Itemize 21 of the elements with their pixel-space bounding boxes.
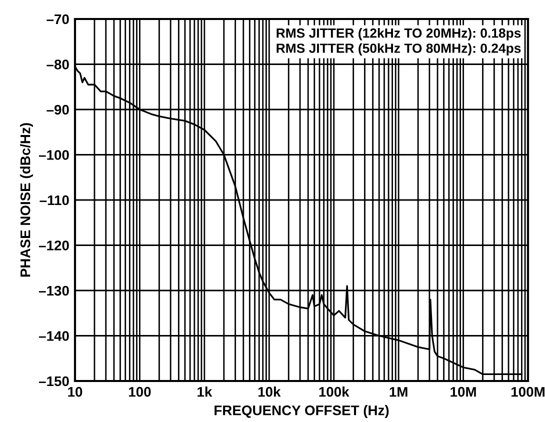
x-tick-label: 10M	[450, 386, 476, 397]
y-tick-label: –70	[46, 14, 69, 24]
y-tick-label: –110	[40, 195, 69, 206]
y-tick-label: –90	[46, 104, 69, 115]
x-axis-title: FREQUENCY OFFSET (Hz)	[214, 405, 389, 418]
x-tick-label: 1k	[198, 386, 212, 397]
y-tick-label: –80	[46, 60, 69, 70]
x-tick-label: 100M	[512, 386, 544, 397]
y-tick-label: –100	[38, 150, 69, 160]
y-tick-label: –150	[38, 376, 69, 386]
y-axis-title: PHASE NOISE (dBc/Hz)	[20, 123, 33, 277]
x-tick-label: 1M	[390, 387, 408, 397]
x-tick-label: 100	[129, 386, 151, 397]
x-tick-label: 10	[68, 386, 82, 397]
y-tick-label: –130	[38, 286, 69, 296]
x-tick-label: 100k	[319, 386, 350, 397]
annotation: RMS JITTER (12kHz TO 20MHz): 0.18ps	[276, 28, 521, 40]
y-tick-label: –120	[38, 240, 69, 250]
x-tick-label: 10k	[258, 386, 281, 397]
annotation: RMS JITTER (50kHz TO 80MHz): 0.24ps	[276, 43, 521, 56]
y-tick-label: –140	[38, 331, 69, 341]
